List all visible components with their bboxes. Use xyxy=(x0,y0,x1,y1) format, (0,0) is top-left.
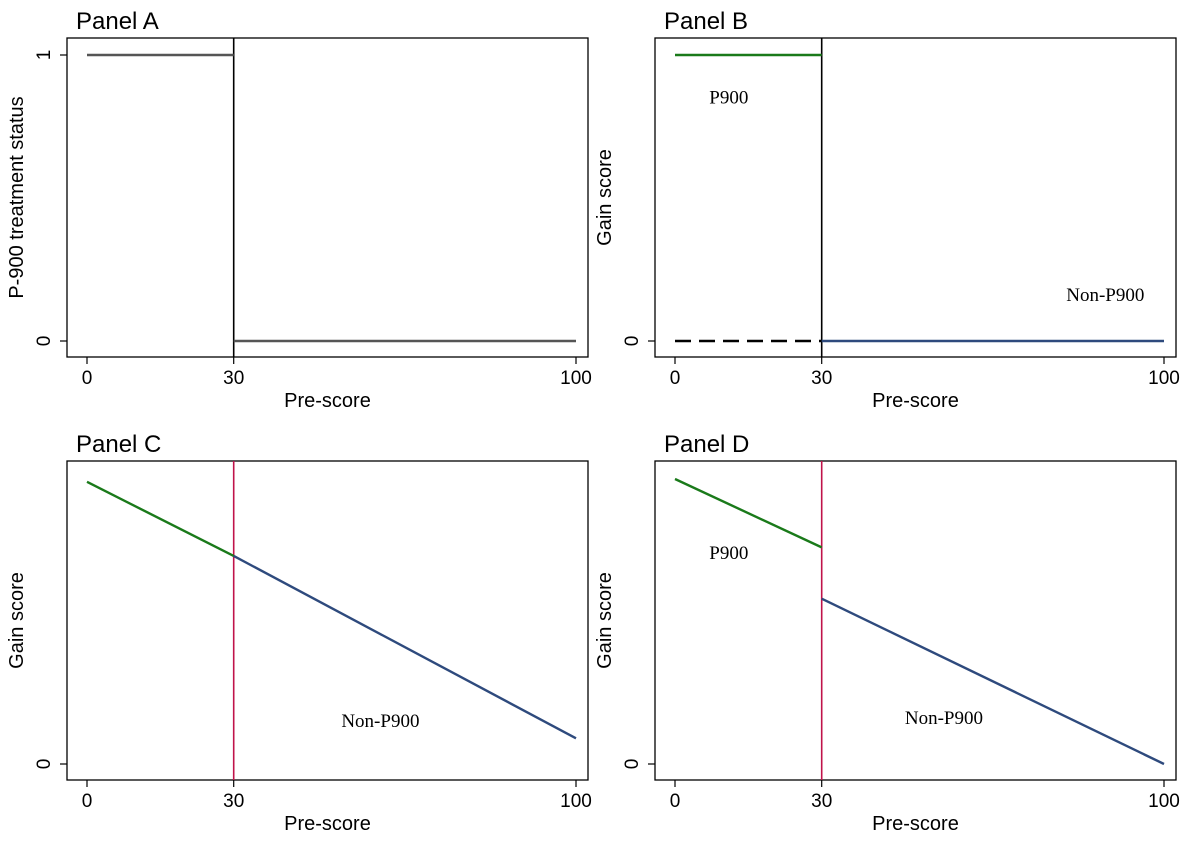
panel-d-plot-frame xyxy=(654,460,1177,781)
panel-a-y-tick-label: 0 xyxy=(34,336,55,347)
panel-d-x-tick-label: 30 xyxy=(811,791,832,812)
panel-a-plot-frame xyxy=(66,37,589,358)
panel-a-title: Panel A xyxy=(76,8,159,35)
panel-c-annotation: Non-P900 xyxy=(341,711,419,732)
panel-b-y-tick-label: 0 xyxy=(622,336,643,347)
panel-c-x-tick-label: 30 xyxy=(223,791,244,812)
panel-b-plot-frame xyxy=(654,37,1177,358)
panel-a-y-axis-label: P-900 treatment status xyxy=(6,96,28,298)
panel-b-x-tick-label: 30 xyxy=(811,368,832,389)
panel-d-x-axis-label: Pre-score xyxy=(872,813,959,835)
panel-c-title: Panel C xyxy=(76,431,161,458)
panel-c-x-tick-label: 100 xyxy=(560,791,592,812)
panel-b-y-axis-label: Gain score xyxy=(594,149,616,246)
panel-a-x-tick-label: 0 xyxy=(82,368,93,389)
panel-b: Panel B 0 30 100 0 Pre-score Gain score P900 Non… xyxy=(594,8,1180,412)
panel-d-annotation: P900 xyxy=(709,543,748,564)
panel-d: Panel D 0 30 100 0 Pre-score Gain score P900 Non… xyxy=(594,431,1180,835)
panel-b-annotation: P900 xyxy=(709,88,748,109)
panel-c-series-line xyxy=(86,480,235,558)
panel-a: Panel A 0 30 100 0 1 Pre-score P-900 treatment … xyxy=(6,8,592,412)
panel-c: Panel C 0 30 100 0 Pre-score Gain score Non-P90… xyxy=(6,431,592,835)
panel-a-x-tick-label: 100 xyxy=(560,368,592,389)
panel-c-series-line xyxy=(233,554,577,740)
panel-b-x-tick-label: 100 xyxy=(1148,368,1180,389)
panel-c-plot-frame xyxy=(66,460,589,781)
panel-d-y-tick-label: 0 xyxy=(622,759,643,770)
panel-a-x-axis-label: Pre-score xyxy=(284,390,371,412)
panel-a-x-tick-label: 30 xyxy=(223,368,244,389)
panel-d-x-tick-label: 0 xyxy=(670,791,681,812)
panel-b-title: Panel B xyxy=(664,8,748,35)
panel-d-annotation: Non-P900 xyxy=(905,708,983,729)
panel-c-x-axis-label: Pre-score xyxy=(284,813,371,835)
panel-c-y-tick-label: 0 xyxy=(34,759,55,770)
panel-c-x-tick-label: 0 xyxy=(82,791,93,812)
panel-d-series-line xyxy=(821,597,1165,766)
panel-d-title: Panel D xyxy=(664,431,749,458)
panel-d-y-axis-label: Gain score xyxy=(594,572,616,669)
panel-a-y-tick-label: 1 xyxy=(34,50,55,61)
panel-b-annotation: Non-P900 xyxy=(1066,285,1144,306)
panel-d-series-line xyxy=(674,477,823,549)
panel-d-x-tick-label: 100 xyxy=(1148,791,1180,812)
panel-b-x-tick-label: 0 xyxy=(670,368,681,389)
panel-c-y-axis-label: Gain score xyxy=(6,572,28,669)
panel-b-x-axis-label: Pre-score xyxy=(872,390,959,412)
